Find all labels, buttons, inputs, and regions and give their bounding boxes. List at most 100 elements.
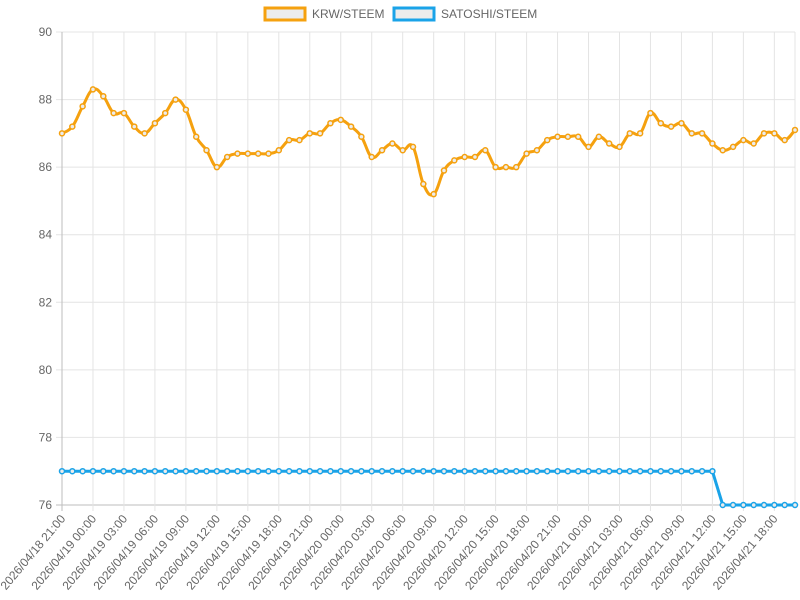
data-point-krw[interactable] xyxy=(502,163,510,171)
data-point-krw[interactable] xyxy=(420,180,427,188)
data-point-satoshi[interactable] xyxy=(275,467,283,475)
data-point-satoshi[interactable] xyxy=(182,467,190,475)
data-point-krw[interactable] xyxy=(492,163,499,171)
data-point-satoshi[interactable] xyxy=(223,467,231,475)
data-point-krw[interactable] xyxy=(316,130,324,137)
data-point-krw[interactable] xyxy=(791,126,799,134)
data-point-krw[interactable] xyxy=(616,143,623,151)
data-point-krw[interactable] xyxy=(585,143,592,151)
data-point-krw[interactable] xyxy=(482,147,489,154)
data-point-krw[interactable] xyxy=(337,116,344,124)
data-point-satoshi[interactable] xyxy=(554,467,561,475)
data-point-satoshi[interactable] xyxy=(698,467,706,475)
data-point-satoshi[interactable] xyxy=(461,467,468,475)
data-point-krw[interactable] xyxy=(254,150,262,157)
data-point-krw[interactable] xyxy=(285,136,293,144)
data-point-krw[interactable] xyxy=(626,130,634,137)
data-point-satoshi[interactable] xyxy=(69,467,76,475)
data-point-krw[interactable] xyxy=(234,150,241,157)
data-point-satoshi[interactable] xyxy=(636,467,644,475)
data-point-satoshi[interactable] xyxy=(543,467,551,475)
data-point-satoshi[interactable] xyxy=(89,467,97,475)
data-point-satoshi[interactable] xyxy=(306,467,314,475)
data-point-satoshi[interactable] xyxy=(688,467,696,475)
data-point-krw[interactable] xyxy=(533,147,541,154)
data-point-satoshi[interactable] xyxy=(440,467,448,475)
data-point-krw[interactable] xyxy=(451,157,458,164)
data-point-krw[interactable] xyxy=(678,119,685,127)
data-point-krw[interactable] xyxy=(89,86,97,93)
data-point-satoshi[interactable] xyxy=(502,467,510,475)
data-point-krw[interactable] xyxy=(131,123,138,130)
data-point-satoshi[interactable] xyxy=(513,467,520,475)
data-point-satoshi[interactable] xyxy=(358,467,365,475)
data-point-krw[interactable] xyxy=(244,150,252,157)
data-point-krw[interactable] xyxy=(461,153,468,161)
data-point-krw[interactable] xyxy=(543,136,551,144)
data-point-satoshi[interactable] xyxy=(564,467,572,475)
data-point-satoshi[interactable] xyxy=(285,467,293,475)
data-point-krw[interactable] xyxy=(275,147,283,154)
data-point-krw[interactable] xyxy=(719,147,726,154)
data-point-satoshi[interactable] xyxy=(709,467,716,475)
data-point-satoshi[interactable] xyxy=(533,467,541,475)
data-point-krw[interactable] xyxy=(120,109,128,117)
legend-swatch-krw[interactable] xyxy=(263,6,307,22)
data-point-krw[interactable] xyxy=(265,150,272,157)
data-point-krw[interactable] xyxy=(709,140,716,147)
data-point-krw[interactable] xyxy=(750,140,757,147)
data-point-satoshi[interactable] xyxy=(605,467,613,475)
data-point-satoshi[interactable] xyxy=(254,467,262,475)
data-point-satoshi[interactable] xyxy=(141,467,148,475)
data-point-krw[interactable] xyxy=(523,150,530,157)
data-point-satoshi[interactable] xyxy=(492,467,499,475)
data-point-satoshi[interactable] xyxy=(585,467,592,475)
data-point-satoshi[interactable] xyxy=(430,467,437,475)
data-point-satoshi[interactable] xyxy=(244,467,252,475)
legend-swatch-satoshi[interactable] xyxy=(392,6,436,22)
data-point-satoshi[interactable] xyxy=(657,467,665,475)
data-point-krw[interactable] xyxy=(368,153,375,161)
data-point-satoshi[interactable] xyxy=(399,467,406,475)
data-point-krw[interactable] xyxy=(399,147,406,154)
data-point-krw[interactable] xyxy=(161,109,169,117)
data-point-krw[interactable] xyxy=(378,147,386,154)
data-point-satoshi[interactable] xyxy=(647,467,654,475)
data-point-krw[interactable] xyxy=(79,103,86,110)
data-point-satoshi[interactable] xyxy=(151,467,159,475)
data-point-satoshi[interactable] xyxy=(203,467,210,475)
data-point-satoshi[interactable] xyxy=(389,467,396,475)
data-point-satoshi[interactable] xyxy=(420,467,427,475)
data-point-satoshi[interactable] xyxy=(574,467,582,475)
data-point-krw[interactable] xyxy=(636,130,644,137)
data-point-krw[interactable] xyxy=(574,133,582,140)
data-point-krw[interactable] xyxy=(203,147,210,154)
data-point-krw[interactable] xyxy=(182,106,190,113)
data-point-satoshi[interactable] xyxy=(296,467,303,475)
data-point-satoshi[interactable] xyxy=(750,501,757,509)
data-point-krw[interactable] xyxy=(740,136,747,144)
data-point-satoshi[interactable] xyxy=(771,501,778,509)
data-point-satoshi[interactable] xyxy=(451,467,458,475)
data-point-satoshi[interactable] xyxy=(667,467,675,475)
data-point-satoshi[interactable] xyxy=(791,501,799,509)
data-point-krw[interactable] xyxy=(595,133,603,140)
data-point-krw[interactable] xyxy=(192,133,200,140)
data-point-satoshi[interactable] xyxy=(234,467,241,475)
data-point-satoshi[interactable] xyxy=(100,467,107,475)
data-point-krw[interactable] xyxy=(172,96,179,103)
data-point-satoshi[interactable] xyxy=(729,501,737,509)
data-point-krw[interactable] xyxy=(409,143,417,151)
data-point-satoshi[interactable] xyxy=(368,467,375,475)
data-point-krw[interactable] xyxy=(647,109,654,117)
data-point-krw[interactable] xyxy=(141,130,148,137)
data-point-satoshi[interactable] xyxy=(120,467,128,475)
data-point-satoshi[interactable] xyxy=(58,467,66,475)
data-point-krw[interactable] xyxy=(688,130,696,137)
data-point-satoshi[interactable] xyxy=(781,501,788,509)
data-point-krw[interactable] xyxy=(771,130,778,137)
data-point-krw[interactable] xyxy=(327,119,334,127)
data-point-krw[interactable] xyxy=(564,133,572,140)
data-point-krw[interactable] xyxy=(69,123,76,130)
data-point-krw[interactable] xyxy=(223,153,231,161)
